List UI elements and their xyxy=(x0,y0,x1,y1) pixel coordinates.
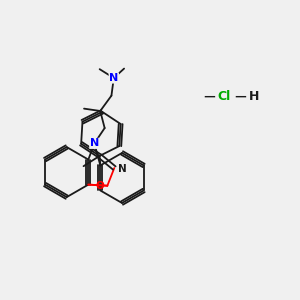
Text: O: O xyxy=(95,181,104,191)
Text: N: N xyxy=(90,138,99,148)
Text: Cl: Cl xyxy=(217,91,230,103)
Text: H: H xyxy=(249,91,260,103)
Text: −: − xyxy=(202,88,216,106)
Text: N: N xyxy=(109,73,119,83)
Text: N: N xyxy=(118,164,127,175)
Text: −: − xyxy=(233,88,247,106)
